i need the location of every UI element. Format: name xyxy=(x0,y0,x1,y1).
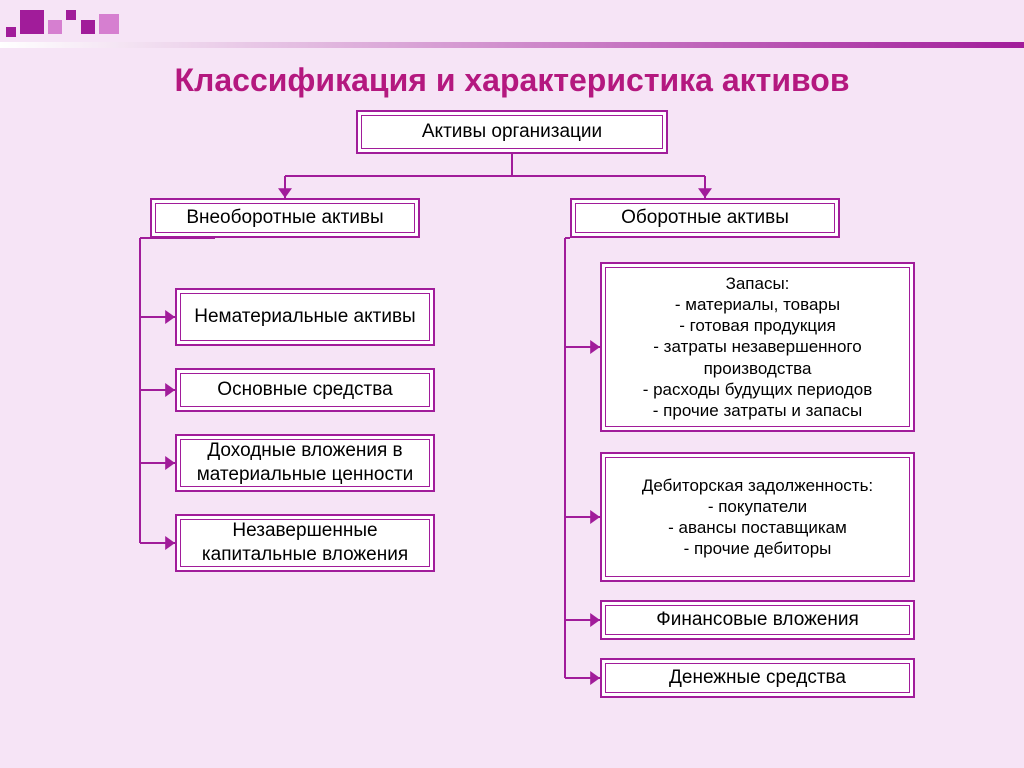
slide-canvas: Классификация и характеристика активов А… xyxy=(0,0,1024,768)
right-item-2: Финансовые вложения xyxy=(600,600,915,640)
right-item-3: Денежные средства xyxy=(600,658,915,698)
branch-left-box: Внеоборотные активы xyxy=(150,198,420,238)
left-item-3: Незавершенные капитальные вложения xyxy=(175,514,435,572)
right-item-1: Дебиторская задолженность: - покупатели … xyxy=(600,452,915,582)
left-item-2: Доходные вложения в материальные ценност… xyxy=(175,434,435,492)
right-item-0: Запасы: - материалы, товары - готовая пр… xyxy=(600,262,915,432)
decor-band xyxy=(0,42,1024,48)
branch-right-box: Оборотные активы xyxy=(570,198,840,238)
root-box: Активы организации xyxy=(356,110,668,154)
slide-title: Классификация и характеристика активов xyxy=(0,62,1024,99)
left-item-0: Нематериальные активы xyxy=(175,288,435,346)
left-item-1: Основные средства xyxy=(175,368,435,412)
